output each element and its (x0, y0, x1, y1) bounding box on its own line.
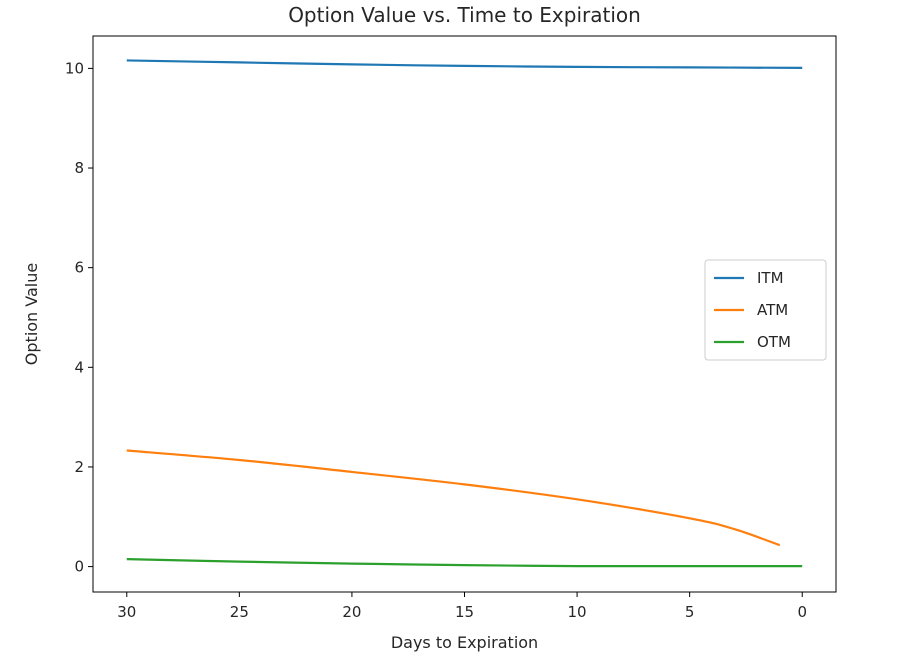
plot-lines (126, 59, 803, 568)
x-axis-label: Days to Expiration (391, 633, 538, 652)
x-tick-label: 25 (230, 603, 249, 621)
series-line-atm (126, 449, 781, 547)
legend-label-itm: ITM (757, 269, 784, 287)
y-tick-label: 10 (65, 59, 84, 77)
y-axis-label: Option Value (22, 263, 41, 365)
legend: ITM ATM OTM (704, 259, 827, 361)
y-tick-label: 6 (74, 259, 84, 277)
x-tick-label: 10 (568, 603, 587, 621)
y-tick-label: 8 (74, 159, 84, 177)
y-tick-label: 4 (74, 358, 84, 376)
x-tick-label: 20 (342, 603, 361, 621)
chart-title: Option Value vs. Time to Expiration (288, 3, 641, 27)
x-tick-label: 5 (685, 603, 695, 621)
x-tick-label: 30 (117, 603, 136, 621)
y-tick-label: 2 (74, 458, 84, 476)
y-tick-label: 0 (74, 558, 84, 576)
series-line-otm (126, 558, 803, 568)
legend-label-atm: ATM (757, 301, 788, 319)
x-axis-ticks: 30 25 20 15 10 5 0 (117, 592, 807, 621)
x-tick-label: 15 (455, 603, 474, 621)
legend-frame (704, 259, 827, 361)
legend-label-otm: OTM (757, 333, 791, 351)
x-tick-label: 0 (797, 603, 807, 621)
series-line-itm (126, 59, 803, 69)
y-axis-ticks: 0 2 4 6 8 10 (65, 59, 93, 576)
